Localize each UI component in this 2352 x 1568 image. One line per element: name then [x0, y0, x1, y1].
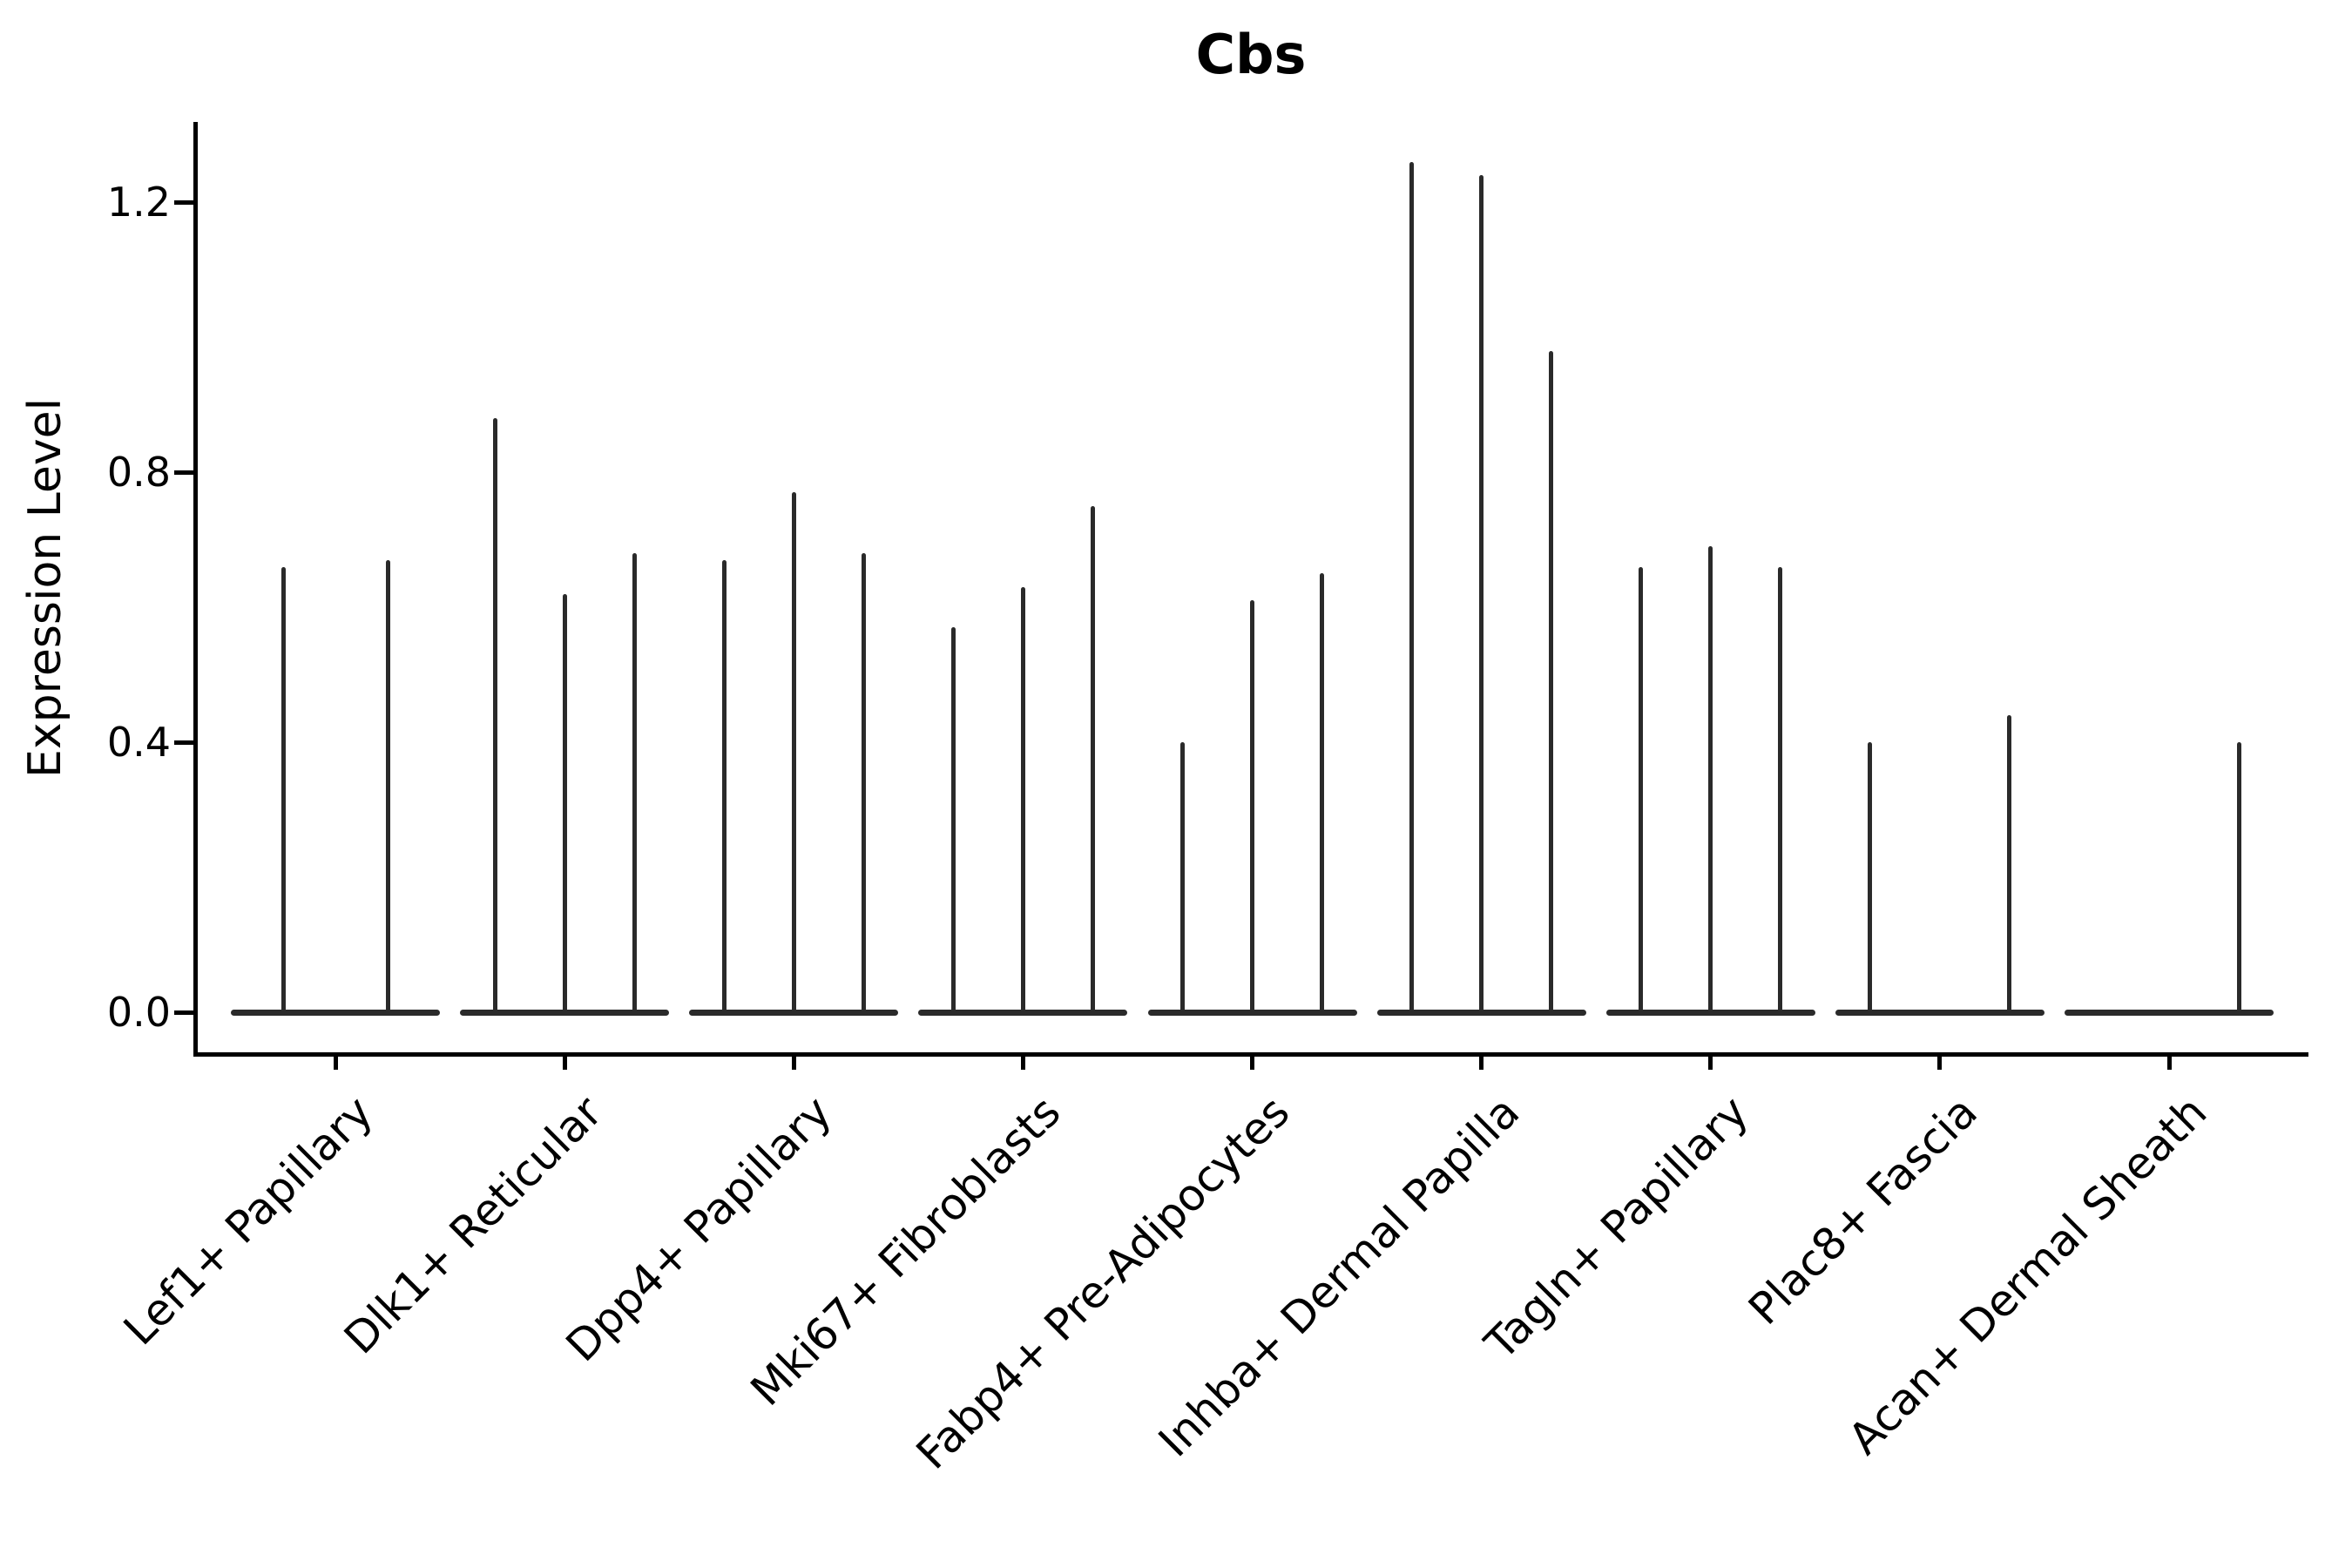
violin-spike [1409, 161, 1415, 1016]
violin-base [1835, 1010, 2044, 1016]
violin-spike [2007, 715, 2012, 1016]
violin-spike [280, 566, 286, 1016]
x-axis-spine [193, 1052, 2308, 1057]
violin-spike [562, 593, 567, 1016]
violin-spike [492, 418, 497, 1016]
x-tick-label: Plac8+ Fascia [1739, 1086, 1988, 1335]
x-tick-mark [2166, 1057, 2172, 1070]
y-axis-spine [193, 122, 198, 1054]
violin-spike [1320, 573, 1324, 1016]
violin-spike [1549, 350, 1554, 1016]
violin-spike [1639, 566, 1644, 1016]
x-tick-label: Lef1+ Papillary [114, 1086, 383, 1355]
x-tick-mark [1937, 1057, 1943, 1070]
x-tick-mark [1708, 1057, 1713, 1070]
violin-spike [632, 553, 637, 1016]
violin-spike [1250, 600, 1254, 1016]
y-tick-mark [174, 1010, 195, 1015]
violin-spike [1090, 505, 1095, 1016]
violin-spike [2236, 742, 2241, 1016]
x-tick-mark [791, 1057, 796, 1070]
violin-spike [721, 559, 727, 1016]
y-tick-label: 0.0 [106, 989, 171, 1036]
y-tick-mark [174, 740, 195, 745]
violin-spike [385, 559, 390, 1016]
x-tick-mark [1479, 1057, 1484, 1070]
x-tick-mark [1020, 1057, 1025, 1070]
x-tick-mark [333, 1057, 338, 1070]
y-tick-mark [174, 470, 195, 475]
x-tick-mark [562, 1057, 567, 1070]
violin-base [231, 1010, 440, 1016]
violin-base [2065, 1010, 2274, 1016]
violin-spike [1020, 586, 1025, 1016]
y-tick-label: 0.8 [106, 449, 171, 496]
y-tick-mark [174, 200, 195, 205]
x-tick-mark [1250, 1057, 1254, 1070]
y-tick-label: 1.2 [106, 179, 171, 226]
x-tick-label: Fabp4+ Pre-Adipocytes [907, 1086, 1300, 1479]
violin-spike [861, 553, 866, 1016]
chart-title: Cbs [1195, 23, 1307, 86]
violin-spike [1708, 546, 1713, 1016]
violin-spike [1479, 175, 1484, 1016]
violin-spike [791, 492, 796, 1016]
violin-spike [1778, 566, 1783, 1016]
violin-spike [1180, 742, 1185, 1016]
violin-spike [950, 627, 956, 1016]
y-tick-label: 0.4 [106, 719, 171, 766]
violin-spike [1868, 742, 1873, 1016]
